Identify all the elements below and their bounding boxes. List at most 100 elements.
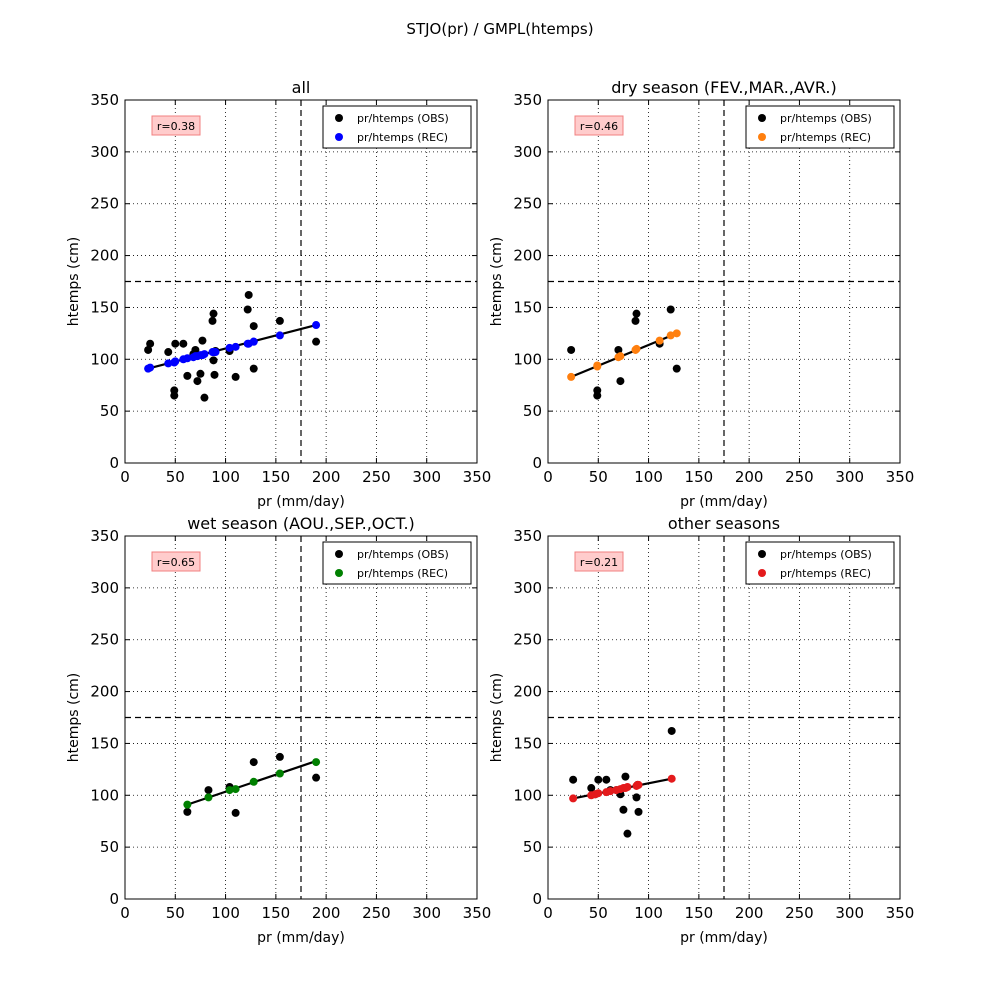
obs-point bbox=[171, 339, 180, 348]
x-tick-label: 150 bbox=[685, 904, 714, 922]
x-tick-label: 0 bbox=[120, 904, 130, 922]
obs-point bbox=[193, 377, 202, 386]
obs-point bbox=[666, 305, 675, 314]
obs-point bbox=[179, 339, 188, 348]
x-tick-label: 350 bbox=[886, 468, 915, 486]
legend-box bbox=[322, 541, 472, 585]
y-axis-label: htemps (cm) bbox=[489, 673, 505, 763]
rec-point bbox=[567, 372, 576, 381]
legend-box bbox=[745, 541, 895, 585]
y-tick-label: 150 bbox=[513, 298, 542, 316]
y-tick-label: 100 bbox=[513, 786, 542, 804]
rec-point bbox=[634, 780, 643, 789]
obs-point bbox=[196, 369, 205, 378]
obs-point bbox=[312, 773, 321, 782]
x-tick-label: 0 bbox=[543, 904, 553, 922]
y-axis-label: htemps (cm) bbox=[66, 237, 82, 327]
x-tick-label: 0 bbox=[543, 468, 553, 486]
y-tick-label: 250 bbox=[513, 195, 542, 213]
legend: pr/htemps (OBS) pr/htemps (REC) bbox=[322, 541, 472, 585]
obs-point bbox=[198, 336, 207, 345]
y-tick-label: 150 bbox=[90, 734, 119, 752]
obs-point bbox=[569, 775, 578, 784]
obs-point bbox=[621, 772, 630, 781]
rec-point bbox=[164, 359, 173, 368]
obs-point bbox=[567, 345, 576, 354]
rec-point bbox=[231, 342, 240, 351]
x-tick-label: 50 bbox=[589, 904, 608, 922]
y-tick-label: 100 bbox=[90, 786, 119, 804]
legend-box bbox=[322, 105, 472, 149]
legend-marker bbox=[758, 133, 766, 141]
x-tick-label: 150 bbox=[262, 904, 291, 922]
subplot-2: 0 50 100 150 200 250 300 350 0 50 100 150 200 250 300 3… bbox=[489, 78, 914, 510]
correlation-label: r=0.46 bbox=[574, 115, 624, 136]
obs-point bbox=[249, 322, 258, 331]
y-tick-label: 350 bbox=[513, 527, 542, 545]
obs-point bbox=[594, 775, 603, 784]
rec-point bbox=[275, 331, 284, 340]
rec-point bbox=[569, 794, 578, 803]
rec-point bbox=[667, 774, 676, 783]
rec-point bbox=[204, 793, 213, 802]
rec-point bbox=[211, 348, 220, 357]
legend-label: pr/htemps (OBS) bbox=[357, 548, 449, 561]
rec-point bbox=[632, 344, 641, 353]
legend-label: pr/htemps (REC) bbox=[780, 131, 871, 144]
obs-point bbox=[602, 775, 611, 784]
obs-point bbox=[632, 309, 641, 318]
rec-point bbox=[672, 329, 681, 338]
x-tick-label: 200 bbox=[735, 468, 764, 486]
obs-point bbox=[587, 784, 596, 793]
obs-point bbox=[231, 808, 240, 817]
rec-point bbox=[606, 787, 615, 796]
legend-marker bbox=[758, 114, 766, 122]
rec-point bbox=[249, 337, 258, 346]
x-tick-label: 150 bbox=[685, 468, 714, 486]
y-tick-label: 300 bbox=[90, 579, 119, 597]
legend: pr/htemps (OBS) pr/htemps (REC) bbox=[745, 541, 895, 585]
rec-point bbox=[594, 789, 603, 798]
obs-point bbox=[146, 339, 155, 348]
x-tick-label: 50 bbox=[166, 468, 185, 486]
x-tick-label: 250 bbox=[785, 904, 814, 922]
obs-point bbox=[210, 370, 219, 379]
y-tick-label: 200 bbox=[90, 683, 119, 701]
obs-point bbox=[631, 316, 640, 325]
obs-point bbox=[209, 356, 218, 365]
correlation-label: r=0.21 bbox=[574, 551, 624, 572]
y-tick-label: 200 bbox=[90, 247, 119, 265]
y-tick-label: 150 bbox=[90, 298, 119, 316]
x-tick-label: 300 bbox=[412, 904, 441, 922]
obs-point bbox=[275, 752, 284, 761]
correlation-label: r=0.65 bbox=[151, 551, 201, 572]
x-tick-label: 100 bbox=[211, 904, 240, 922]
x-tick-label: 200 bbox=[735, 904, 764, 922]
obs-point bbox=[191, 345, 200, 354]
rec-point bbox=[249, 777, 258, 786]
legend-marker bbox=[335, 114, 343, 122]
rec-point bbox=[171, 357, 180, 366]
y-tick-label: 250 bbox=[513, 631, 542, 649]
x-tick-label: 350 bbox=[463, 468, 492, 486]
x-tick-label: 350 bbox=[463, 904, 492, 922]
y-tick-label: 300 bbox=[90, 143, 119, 161]
y-tick-label: 150 bbox=[513, 734, 542, 752]
y-tick-label: 50 bbox=[523, 402, 542, 420]
legend-marker bbox=[335, 550, 343, 558]
y-tick-label: 50 bbox=[100, 838, 119, 856]
legend-label: pr/htemps (OBS) bbox=[357, 112, 449, 125]
subplot-title: other seasons bbox=[668, 514, 780, 533]
legend-label: pr/htemps (REC) bbox=[780, 567, 871, 580]
rec-point bbox=[666, 331, 675, 340]
y-tick-label: 250 bbox=[90, 195, 119, 213]
y-tick-label: 200 bbox=[513, 683, 542, 701]
obs-point bbox=[243, 305, 252, 314]
y-tick-label: 0 bbox=[109, 890, 119, 908]
legend-box bbox=[745, 105, 895, 149]
obs-point bbox=[667, 726, 676, 735]
legend: pr/htemps (OBS) pr/htemps (REC) bbox=[322, 105, 472, 149]
subplot-title: all bbox=[292, 78, 311, 97]
obs-point bbox=[312, 337, 321, 346]
obs-point bbox=[231, 372, 240, 381]
